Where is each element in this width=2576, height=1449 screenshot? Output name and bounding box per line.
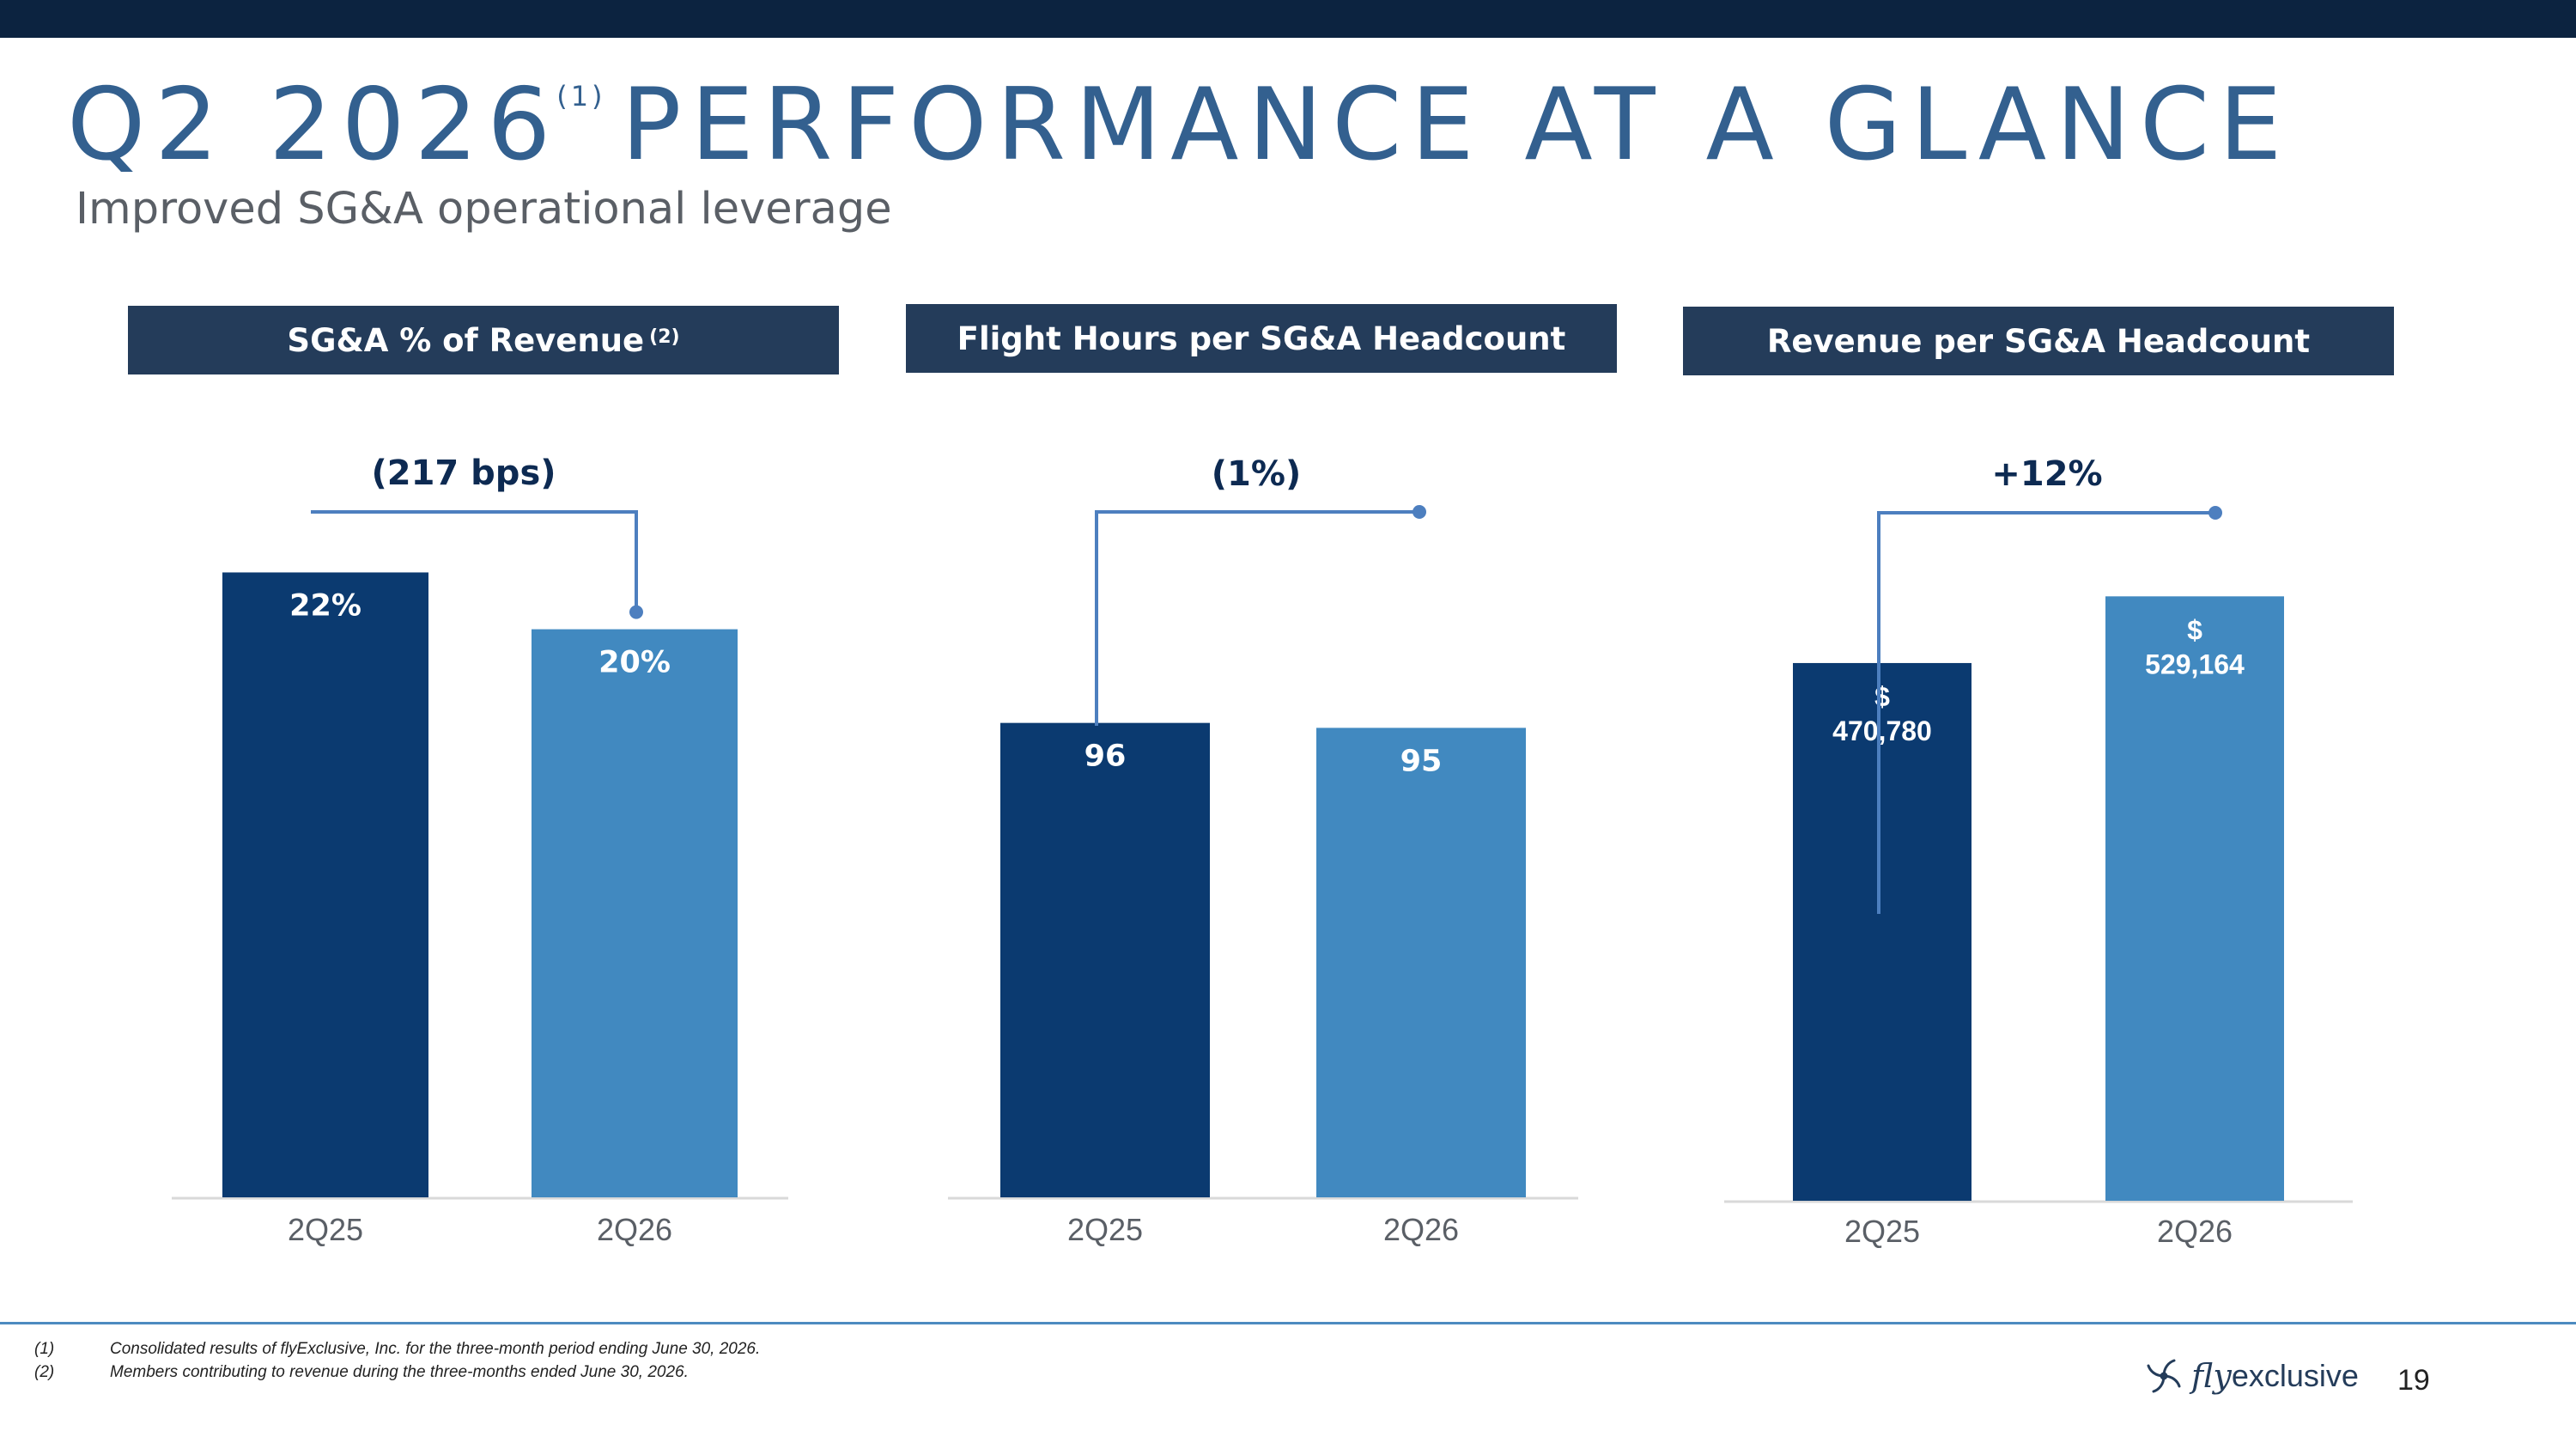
bar-2q25 (1000, 722, 1210, 1197)
bar-2q26 (2105, 596, 2284, 1201)
change-connector-line (311, 510, 638, 612)
bar-2q25 (222, 572, 428, 1197)
panel-header-label: Revenue per SG&A Headcount (1766, 322, 2311, 360)
bar-value-label: $ (2187, 614, 2202, 645)
bar-value-label: 22% (289, 588, 361, 623)
panel-header-flight-hours: Flight Hours per SG&A Headcount (906, 304, 1617, 373)
x-tick-label: 2Q25 (1067, 1212, 1143, 1247)
panel-header-footnote: (2) (649, 326, 680, 348)
change-connector-line (1095, 510, 1419, 726)
title-main: Q2 2026 (67, 67, 561, 183)
footnote: (2) Members contributing to revenue duri… (34, 1361, 760, 1384)
bar-2q26 (532, 629, 738, 1197)
footnote: (1) Consolidated results of flyExclusive… (34, 1337, 760, 1361)
footer-divider (0, 1322, 2576, 1324)
logo-fly: fly (2191, 1357, 2232, 1395)
page-subtitle: Improved SG&A operational leverage (76, 184, 892, 234)
top-bar (0, 0, 2576, 38)
footnote-text: Members contributing to revenue during t… (110, 1363, 689, 1381)
flyexclusive-logo: fly exclusive (2143, 1355, 2359, 1397)
change-label-revenue: +12% (1991, 454, 2103, 494)
x-tick-label: 2Q25 (1844, 1214, 1920, 1249)
connector-dot (629, 605, 643, 619)
propeller-icon (2147, 1359, 2181, 1393)
bar-value-label: 470,780 (1832, 715, 1932, 746)
bar-2q26 (1316, 728, 1526, 1197)
footnote-text: Consolidated results of flyExclusive, In… (110, 1340, 761, 1358)
bar-value-label: 529,164 (2145, 648, 2245, 679)
change-label-sga-pct: (217 bps) (371, 454, 556, 493)
bar-value-label: $ (1874, 681, 1890, 712)
panel-header-label: Flight Hours per SG&A Headcount (957, 320, 1566, 357)
logo-exclusive: exclusive (2231, 1358, 2359, 1393)
x-tick-label: 2Q26 (1383, 1212, 1459, 1247)
footnote-number: (2) (34, 1363, 55, 1381)
x-tick-label: 2Q26 (597, 1212, 672, 1247)
change-label-flight-hours: (1%) (1211, 454, 1302, 494)
footnotes: (1) Consolidated results of flyExclusive… (34, 1337, 760, 1384)
page-number: 19 (2397, 1364, 2430, 1397)
panel-header-label: SG&A % of Revenue (287, 321, 645, 359)
footnote-number: (1) (34, 1340, 55, 1358)
bar-value-label: 96 (1084, 740, 1127, 774)
panel-header-sga-pct: SG&A % of Revenue (2) (128, 306, 839, 374)
title-rest: PERFORMANCE AT A GLANCE (621, 67, 2292, 183)
connector-dot (2208, 506, 2222, 520)
title-footnote-marker: (1) (556, 80, 606, 113)
x-tick-label: 2Q26 (2157, 1214, 2233, 1249)
page-title: Q2 2026(1) PERFORMANCE AT A GLANCE (67, 76, 2291, 175)
connector-dot (1413, 505, 1426, 519)
x-tick-label: 2Q25 (288, 1212, 363, 1247)
bar-value-label: 20% (598, 646, 671, 680)
panel-header-revenue: Revenue per SG&A Headcount (1683, 307, 2394, 375)
bar-2q25 (1793, 662, 1971, 1201)
change-connector-line (1877, 511, 2215, 914)
bar-value-label: 95 (1400, 744, 1443, 778)
